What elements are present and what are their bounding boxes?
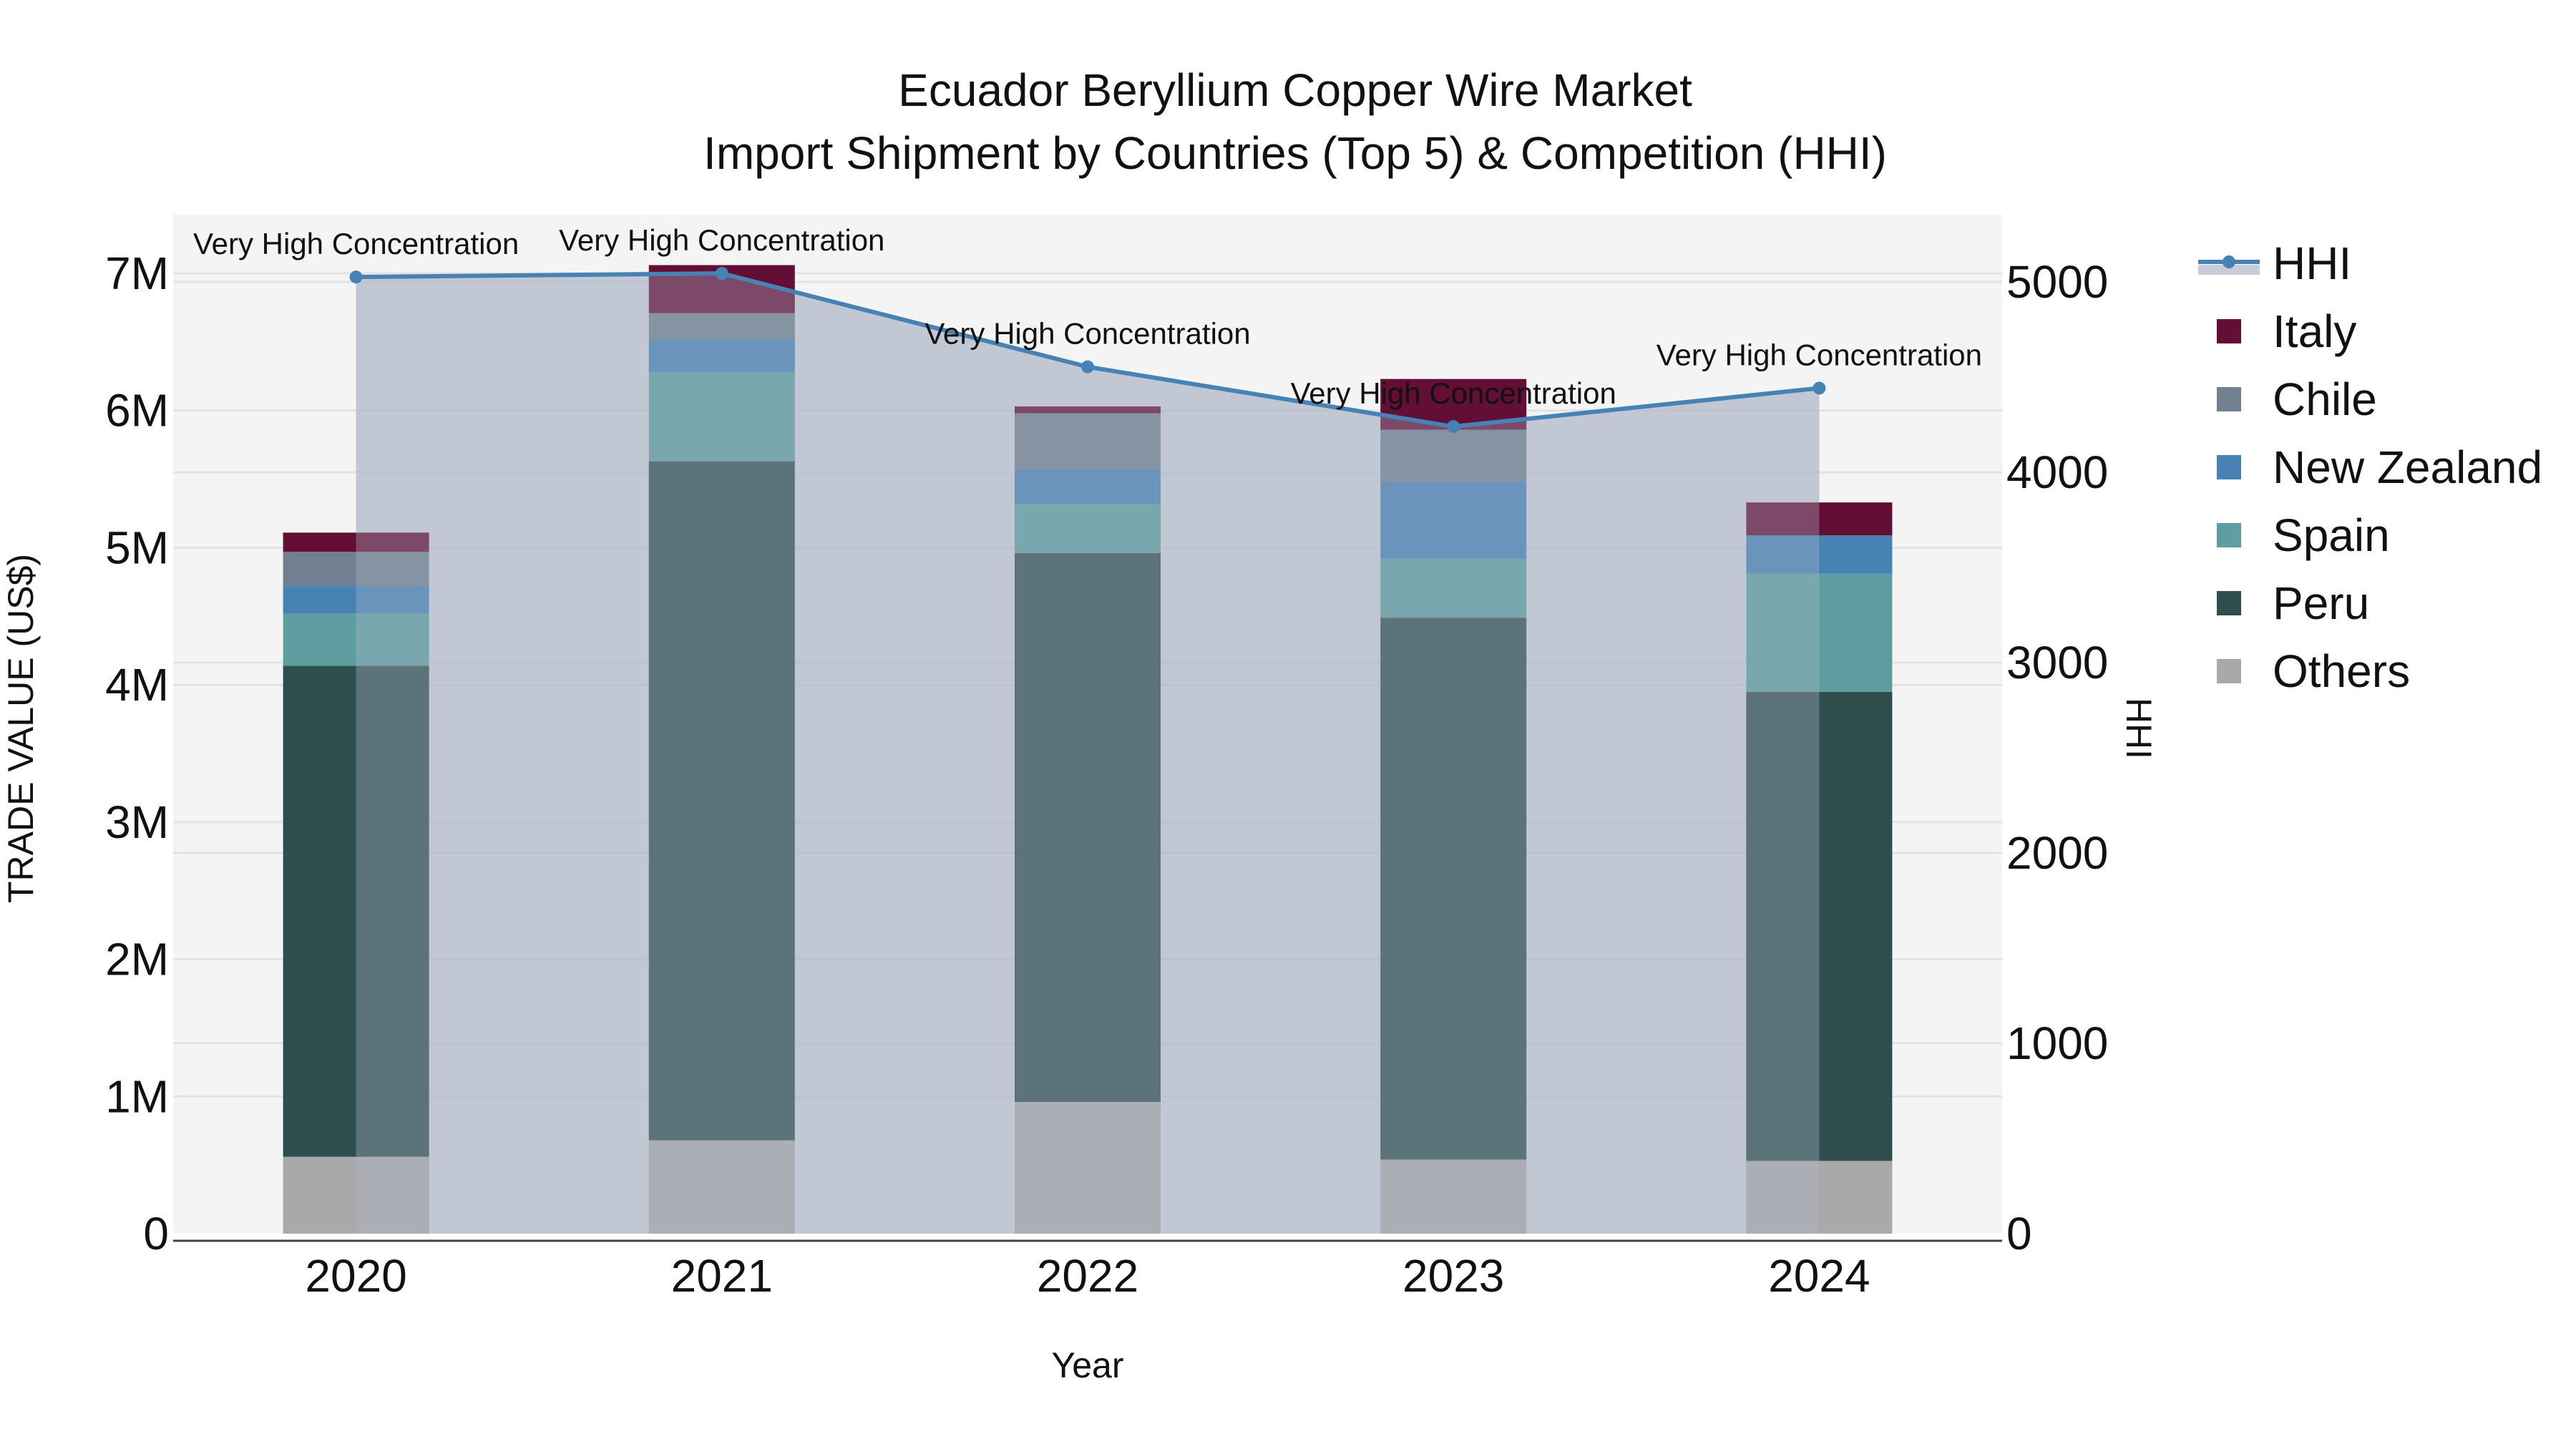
y2-tick-label: 4000 <box>2006 447 2108 498</box>
legend-item-hhi[interactable]: HHI <box>2198 238 2351 289</box>
legend-label: Italy <box>2273 306 2356 357</box>
x-tick-label: 2023 <box>1402 1250 1504 1302</box>
hhi-annotation: Very High Concentration <box>1657 338 1982 371</box>
x-tick-label: 2020 <box>305 1250 406 1302</box>
bar-segment-chile[interactable] <box>1380 429 1527 482</box>
y2-tick-label: 5000 <box>2006 256 2108 308</box>
legend: HHI Italy Chile New Zealand Spain Peru Others <box>2198 238 2542 697</box>
bar-segment-spain[interactable] <box>1015 504 1161 554</box>
right-y-axis-ticks: 0 1000 2000 3000 4000 5000 <box>2006 256 2108 1259</box>
bar-stack-2023[interactable] <box>1380 379 1527 1234</box>
legend-swatch-icon <box>2217 455 2241 479</box>
bar-stack-2024[interactable] <box>1746 502 1893 1234</box>
y-axis-title: TRADE VALUE (US$) <box>1 554 41 903</box>
legend-swatch-icon <box>2217 387 2241 411</box>
bar-segment-others[interactable] <box>1015 1101 1161 1234</box>
legend-marker-icon <box>2223 255 2235 268</box>
bar-stack-2021[interactable] <box>648 265 795 1234</box>
bar-segment-spain[interactable] <box>283 613 429 666</box>
x-tick-label: 2024 <box>1768 1250 1870 1302</box>
y-tick-label: 1M <box>105 1070 169 1122</box>
bar-segment-peru[interactable] <box>1015 553 1161 1102</box>
chart-title-line1: Ecuador Beryllium Copper Wire Market <box>898 64 1692 116</box>
legend-label: Spain <box>2273 509 2390 561</box>
y2-tick-label: 3000 <box>2006 637 2108 688</box>
bars-layer <box>283 265 1893 1234</box>
bar-stack-2020[interactable] <box>283 532 429 1234</box>
legend-swatch-icon <box>2217 659 2241 683</box>
bar-segment-italy[interactable] <box>1746 502 1893 536</box>
legend-label: Chile <box>2273 374 2377 425</box>
bar-segment-italy[interactable] <box>283 532 429 552</box>
x-axis-title: Year <box>1051 1345 1123 1385</box>
y-tick-label: 0 <box>143 1208 169 1259</box>
hhi-marker[interactable] <box>715 267 728 280</box>
hhi-marker[interactable] <box>349 270 363 284</box>
chart-subtitle: Import Shipment by Countries (Top 5) & C… <box>703 127 1887 179</box>
chart-title: Ecuador Beryllium Copper Wire Market Imp… <box>703 64 1887 179</box>
y-tick-label: 2M <box>105 934 169 985</box>
y2-tick-label: 2000 <box>2006 827 2108 879</box>
legend-label: Others <box>2273 645 2410 697</box>
hhi-area-overlay <box>356 273 1820 1234</box>
legend-swatch-icon <box>2217 523 2241 547</box>
legend-item-new-zealand[interactable]: New Zealand <box>2217 441 2542 493</box>
bar-segment-peru[interactable] <box>283 665 429 1157</box>
legend-item-peru[interactable]: Peru <box>2217 577 2369 629</box>
y-tick-label: 5M <box>105 522 169 573</box>
y-tick-label: 7M <box>105 248 169 299</box>
x-tick-label: 2022 <box>1037 1250 1138 1302</box>
bar-segment-peru[interactable] <box>1380 618 1527 1160</box>
y-tick-label: 4M <box>105 659 169 711</box>
bar-segment-others[interactable] <box>1380 1159 1527 1234</box>
hhi-annotation: Very High Concentration <box>924 317 1250 351</box>
legend-item-chile[interactable]: Chile <box>2217 374 2377 425</box>
bar-segment-new-zealand[interactable] <box>1746 535 1893 574</box>
bar-segment-new-zealand[interactable] <box>648 339 795 373</box>
legend-swatch-icon <box>2217 319 2241 343</box>
legend-label: Peru <box>2273 577 2369 629</box>
bar-segment-others[interactable] <box>648 1140 795 1234</box>
bar-segment-spain[interactable] <box>1746 573 1893 692</box>
legend-area-swatch <box>2198 265 2260 275</box>
left-y-axis-ticks: 0 1M 2M 3M 4M 5M 6M 7M <box>105 248 169 1259</box>
x-tick-label: 2021 <box>671 1250 773 1302</box>
bar-segment-new-zealand[interactable] <box>283 586 429 614</box>
hhi-line <box>349 267 1826 434</box>
legend-item-italy[interactable]: Italy <box>2217 306 2356 357</box>
hhi-marker[interactable] <box>1081 360 1094 374</box>
legend-label: HHI <box>2273 238 2351 289</box>
bar-segment-others[interactable] <box>1746 1161 1893 1234</box>
legend-item-spain[interactable]: Spain <box>2217 509 2390 561</box>
bar-segment-chile[interactable] <box>1015 413 1161 470</box>
legend-label: New Zealand <box>2273 441 2542 493</box>
x-axis-ticks: 2020 2021 2022 2023 2024 <box>305 1250 1870 1302</box>
y2-tick-label: 1000 <box>2006 1018 2108 1069</box>
hhi-annotation: Very High Concentration <box>193 227 519 260</box>
bar-segment-spain[interactable] <box>1380 558 1527 618</box>
hhi-annotations: Very High Concentration Very High Concent… <box>193 223 1982 410</box>
hhi-annotation: Very High Concentration <box>559 223 884 257</box>
hhi-marker[interactable] <box>1447 420 1460 434</box>
legend-swatch-icon <box>2217 591 2241 615</box>
y-tick-label: 3M <box>105 796 169 848</box>
bar-segment-others[interactable] <box>283 1156 429 1234</box>
bar-segment-new-zealand[interactable] <box>1015 469 1161 504</box>
bar-stack-2022[interactable] <box>1015 406 1161 1234</box>
bar-segment-italy[interactable] <box>1015 406 1161 414</box>
hhi-annotation: Very High Concentration <box>1291 376 1616 410</box>
y2-axis-title: HHI <box>2119 698 2159 759</box>
bar-segment-peru[interactable] <box>1746 691 1893 1161</box>
bar-segment-spain[interactable] <box>648 372 795 462</box>
bar-segment-chile[interactable] <box>283 552 429 587</box>
y2-tick-label: 0 <box>2006 1208 2032 1259</box>
legend-item-others[interactable]: Others <box>2217 645 2410 697</box>
hhi-marker[interactable] <box>1813 381 1826 395</box>
bar-segment-new-zealand[interactable] <box>1380 482 1527 559</box>
y-tick-label: 6M <box>105 385 169 436</box>
bar-segment-peru[interactable] <box>648 461 795 1141</box>
bar-segment-chile[interactable] <box>648 313 795 340</box>
